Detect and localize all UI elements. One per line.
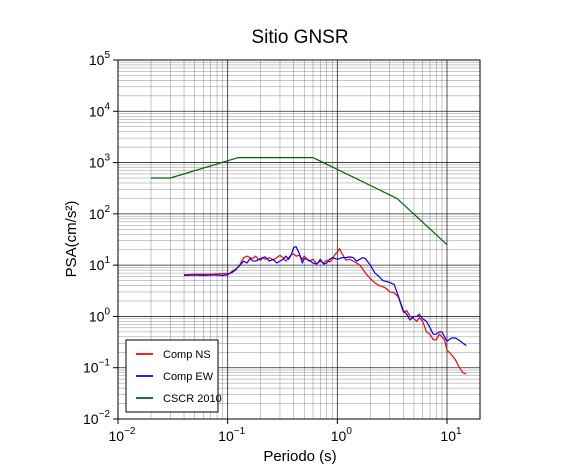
x-axis-label: Periodo (s) [263,448,336,465]
legend: Comp NS Comp EW CSCR 2010 [125,339,222,413]
legend-item-cscr-2010: CSCR 2010 [136,393,222,405]
tick-labels: 10−2 10−1 100 101 10−2 10−1 100 101 102 103 104 105 [83,50,462,444]
legend-label: CSCR 2010 [163,393,222,405]
x-tick-label: 10−2 [109,426,136,444]
x-tick-label: 100 [331,426,353,444]
series-line-comp-ns [184,248,467,375]
legend-label: Comp EW [163,371,214,383]
y-tick-label: 100 [89,306,111,324]
legend-item-comp-ns: Comp NS [136,349,211,361]
y-tick-label: 104 [89,101,111,119]
grid [117,59,481,420]
legend-item-comp-ew: Comp EW [136,371,214,383]
series-line-cscr-2010 [151,157,448,246]
x-tick-label: 10−1 [218,426,245,444]
legend-label: Comp NS [163,349,211,361]
y-axis-label: PSA(cm/s²) [63,201,80,278]
y-tick-label: 105 [89,50,111,68]
series-line-comp-ew [184,245,467,347]
series-group [151,157,467,375]
plot-frame [117,59,481,420]
y-tick-label: 103 [89,153,111,171]
x-tick-label: 101 [440,426,462,444]
y-tick-label: 10−2 [83,409,110,427]
y-tick-label: 10−1 [83,358,110,376]
y-tick-label: 101 [89,255,111,273]
y-tick-label: 102 [89,204,111,222]
chart-title: Sitio GNSR [251,27,348,48]
